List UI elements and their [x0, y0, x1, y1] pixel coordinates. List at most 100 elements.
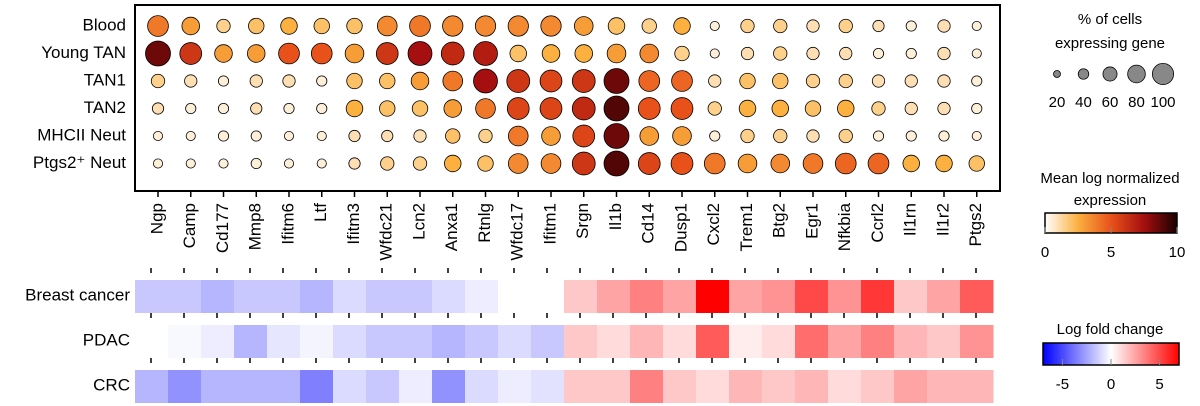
dot	[937, 46, 951, 61]
column-label: Ifitm1	[540, 203, 559, 245]
dot	[867, 152, 890, 175]
dot	[802, 153, 824, 174]
dot	[411, 100, 429, 117]
row-label: TAN2	[84, 98, 126, 117]
column-label: Mmp8	[246, 203, 265, 250]
dot	[703, 152, 726, 175]
dot	[838, 128, 853, 144]
dot	[346, 72, 363, 90]
dot	[673, 17, 691, 35]
column-label: Il1b	[606, 203, 625, 230]
heatmap-cell	[630, 325, 664, 358]
size-legend-label: 80	[1128, 94, 1145, 111]
dot	[639, 43, 660, 64]
dot	[282, 74, 296, 88]
heatmap-cell	[333, 325, 367, 358]
dot	[572, 124, 596, 148]
dot	[834, 152, 857, 175]
heatmap-cell	[333, 280, 367, 313]
dot	[739, 72, 756, 90]
dot	[348, 129, 361, 143]
heatmap-cell	[432, 325, 466, 358]
heatmap-cell	[597, 370, 631, 403]
heatmap-cell	[894, 280, 928, 313]
row-label: Ptgs2⁺ Neut	[33, 153, 126, 172]
dot	[971, 130, 982, 142]
heatmap-cell	[828, 370, 862, 403]
dot	[247, 44, 266, 63]
dot	[248, 17, 265, 35]
heatmap-cell	[762, 370, 796, 403]
dot	[607, 17, 626, 35]
dot	[477, 155, 494, 172]
heatmap-cell	[861, 370, 895, 403]
dot	[313, 17, 330, 35]
heatmap-cell	[960, 370, 994, 403]
heatmap-cell	[498, 325, 532, 358]
dot	[310, 42, 333, 65]
heatmap-cell	[927, 280, 961, 313]
heatmap-cell	[267, 370, 301, 403]
dot	[905, 130, 917, 142]
size-legend-dot	[1053, 70, 1061, 78]
heatmap-cell	[333, 370, 367, 403]
heatmap-cell	[267, 325, 301, 358]
size-legend-label: 100	[1150, 94, 1175, 111]
heatmap-cell	[960, 325, 994, 358]
dot	[539, 69, 563, 93]
dot	[316, 102, 328, 115]
color-legend-title: Log fold change	[1057, 321, 1164, 338]
dot	[540, 15, 562, 37]
heatmap-cell	[663, 280, 697, 313]
dot	[346, 17, 363, 35]
dot	[937, 74, 951, 88]
heatmap-cell	[135, 370, 169, 403]
dot	[971, 20, 982, 32]
heatmap-cell	[597, 280, 631, 313]
heatmap-cell	[135, 280, 169, 313]
row-label: Young TAN	[41, 43, 126, 62]
dot	[905, 20, 917, 32]
size-legend-dot	[1151, 62, 1175, 86]
dot	[348, 157, 361, 170]
dot	[150, 73, 166, 89]
dot	[250, 130, 262, 142]
heatmap-cell	[795, 325, 829, 358]
dot	[506, 97, 530, 120]
dot	[217, 102, 230, 115]
dot	[806, 19, 820, 33]
dot	[185, 102, 197, 115]
heatmap-cell	[927, 370, 961, 403]
heatmap-cell	[630, 280, 664, 313]
column-label: Il1rn	[901, 203, 920, 236]
dot	[971, 48, 982, 59]
dot	[574, 16, 594, 36]
dot	[670, 152, 694, 175]
column-label: Rtnlg	[475, 203, 494, 243]
size-legend-dot	[1102, 66, 1118, 82]
colorbar-tick-label: 0	[1041, 244, 1049, 261]
row-label: CRC	[93, 375, 130, 394]
heatmap-cell	[465, 325, 499, 358]
dot	[871, 74, 886, 88]
dot	[639, 126, 660, 146]
color-legend-title: expression	[1074, 192, 1147, 209]
dot	[444, 154, 462, 173]
heatmap-cell	[861, 280, 895, 313]
dot	[837, 99, 855, 118]
dot	[316, 158, 327, 169]
heatmap-cell	[696, 325, 730, 358]
dot	[185, 158, 196, 169]
dot	[806, 46, 820, 61]
dot	[541, 126, 561, 146]
dot	[641, 18, 657, 34]
size-legend-dot	[1077, 68, 1090, 80]
dot	[151, 102, 165, 115]
column-label: Dusp1	[671, 203, 690, 252]
heatmap-cell	[300, 280, 334, 313]
column-label: Cd177	[213, 203, 232, 253]
dot	[280, 17, 298, 35]
dot	[839, 46, 853, 61]
dot	[838, 18, 853, 34]
column-label: Ccrl2	[868, 203, 887, 243]
